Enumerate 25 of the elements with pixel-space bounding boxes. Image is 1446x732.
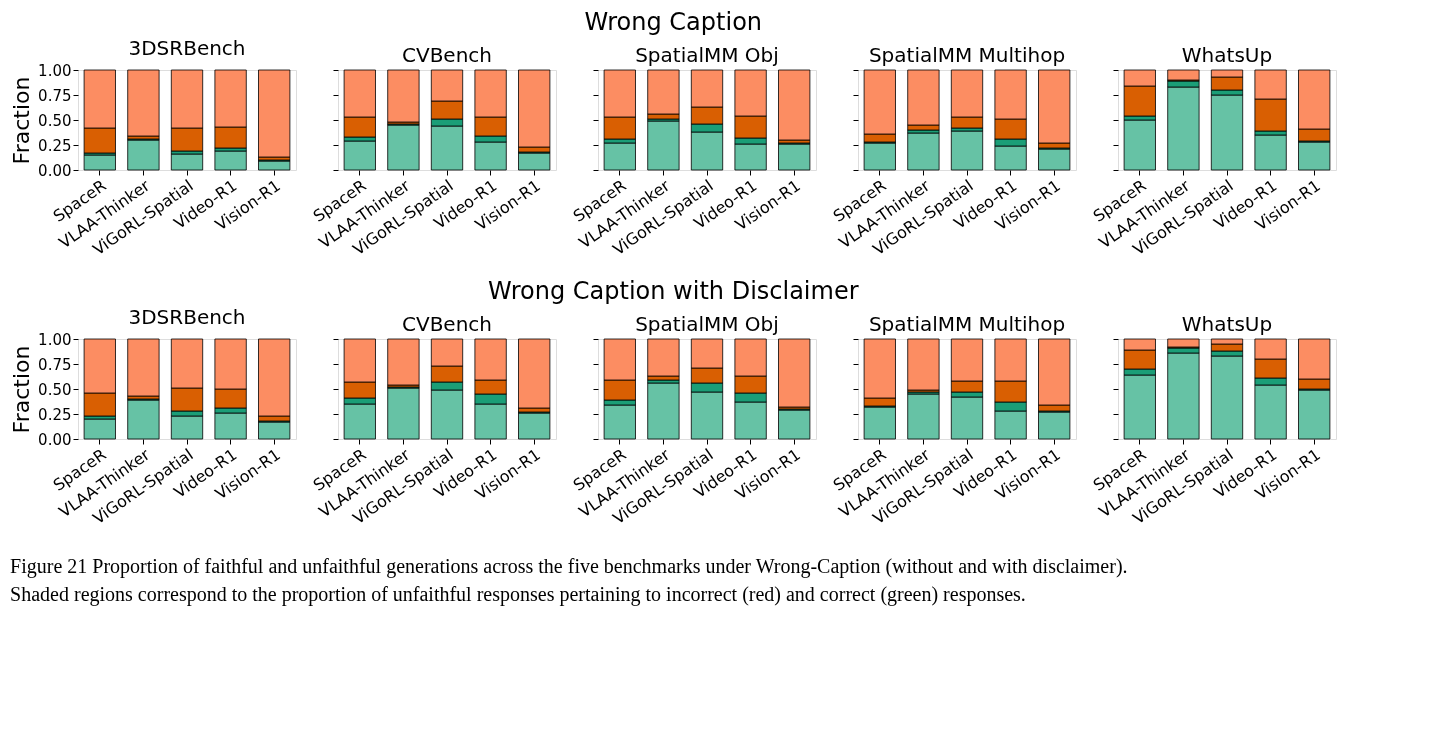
- y-tick-label: 0.50: [38, 111, 72, 130]
- y-tick-label: 0.25: [38, 136, 72, 155]
- text: Wrong Caption: [584, 7, 763, 36]
- text: Wrong Caption with Disclaimer: [488, 276, 859, 305]
- chart-title: WhatsUp: [1181, 42, 1273, 67]
- y-tick-label: 0.00: [38, 161, 72, 180]
- y-tick-label: 0.75: [38, 86, 72, 105]
- chart-title: CVBench: [401, 42, 493, 67]
- chart-title: 3DSRBench: [128, 305, 246, 329]
- chart-title: WhatsUp: [1181, 311, 1273, 336]
- y-tick-label: 0.00: [38, 430, 72, 449]
- chart-title: CVBench: [401, 311, 493, 336]
- chart-title: 3DSRBench: [128, 36, 246, 60]
- chart-title: SpatialMM Obj: [635, 42, 779, 67]
- y-tick-label: 0.50: [38, 380, 72, 399]
- y-tick-label: 0.75: [38, 355, 72, 374]
- chart-title: SpatialMM Multihop: [868, 311, 1066, 336]
- chart-title: SpatialMM Multihop: [868, 42, 1066, 67]
- caption: Figure 21 Proportion of faithful and unfaithful generations across the five benchmarks under Wrong-Caption (without and with disclaimer). Shaded regions correspond to the proportion of unfaithful responses pertaining to incorrect (red) and correct (green) responses.: [10, 555, 1128, 607]
- y-axis-title: Fraction: [9, 76, 35, 165]
- y-tick-label: 1.00: [38, 330, 72, 349]
- y-axis-title: Fraction: [9, 345, 35, 434]
- chart-title: SpatialMM Obj: [635, 311, 779, 336]
- y-tick-label: 1.00: [38, 61, 72, 80]
- y-tick-label: 0.25: [38, 405, 72, 424]
